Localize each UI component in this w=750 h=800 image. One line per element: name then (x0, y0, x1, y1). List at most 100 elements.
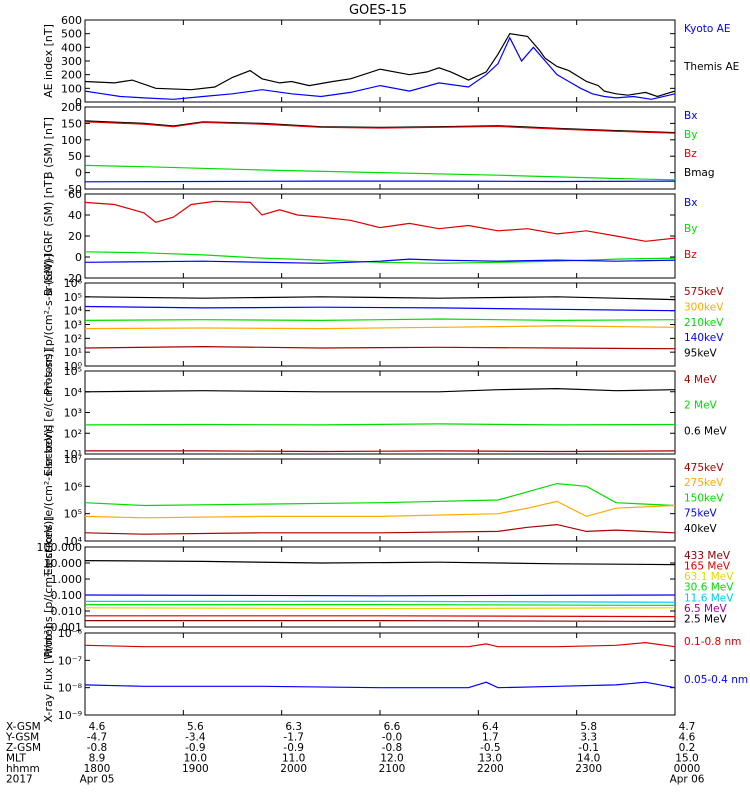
legend-entry: Bx (684, 197, 697, 209)
x-axis-value: -0.9 (283, 742, 304, 754)
x-axis-value: 4.7 (679, 721, 696, 733)
series-165-mev (85, 615, 676, 618)
legend-entry: Bz (684, 148, 697, 160)
series-150kev (84, 482, 676, 507)
y-tick-label: 10² (64, 332, 82, 345)
y-tick-label: 10⁻⁸ (58, 682, 83, 695)
x-axis-value: -0.8 (382, 742, 403, 754)
legend-entry: Bz (684, 249, 697, 261)
y-tick-label: 10⁵ (64, 508, 82, 521)
series-bx (84, 180, 676, 183)
panel-6: 10⁴ 10⁵ 10⁶ 10⁷ Electrons [e/(cm²-s-sr-keV)]… (42, 425, 724, 576)
legend-entry: 75keV (684, 508, 718, 520)
legend-entry: Bx (684, 110, 697, 122)
legend-entry: 433 MeV (684, 550, 731, 562)
y-axis-label: B (SM) [nT] (42, 117, 55, 179)
legend-entry: 0.1-0.8 nm (684, 636, 741, 648)
y-tick-label: 300 (61, 55, 82, 68)
legend-entry: 11.6 MeV (684, 592, 734, 604)
y-tick-label: 10² (64, 427, 82, 440)
series-475kev (84, 523, 676, 535)
legend-entry: 210keV (684, 317, 724, 329)
y-tick-label: 10⁷ (64, 453, 82, 466)
x-axis-value: 11.0 (282, 753, 305, 765)
y-tick-label: 10³ (64, 407, 82, 420)
y-axis-label: Electrons [e/(cm²-s-sr-keV)] (42, 425, 55, 576)
series-0-05-0-4-nm (84, 681, 676, 689)
series-140kev (84, 305, 676, 312)
x-axis-row-label: Y-GSM (5, 732, 39, 744)
x-axis-value: -4.7 (87, 732, 108, 744)
series-275kev (84, 500, 676, 519)
series-0-1-0-8-nm (84, 641, 676, 648)
x-axis-value: 0000 (674, 763, 701, 775)
panel-frame (84, 19, 676, 103)
legend-entry: 275keV (684, 477, 724, 489)
x-axis-value: -0.1 (578, 742, 599, 754)
y-tick-label: 500 (61, 28, 82, 41)
x-axis-value: 5.6 (187, 721, 204, 733)
panel-2: -50 0 50 100 150 200 B (SM) [nT] Bx By Bz Bmag (42, 101, 715, 196)
x-axis-value: 14.0 (577, 753, 600, 765)
series-themis-ae (84, 33, 676, 98)
y-tick-label: 20 (68, 230, 82, 243)
legend-entry: 300keV (684, 301, 724, 313)
y-tick-label: 100 (61, 134, 82, 147)
y-tick-label: 60 (68, 188, 82, 201)
legend-entry: 2 MeV (684, 400, 718, 412)
series-kyoto-ae (84, 36, 676, 100)
x-axis-row-label: hhmm (6, 763, 40, 775)
x-axis-value: 5.8 (580, 721, 597, 733)
y-tick-label: 10⁰ (64, 360, 83, 373)
x-axis-value: -0.5 (480, 742, 501, 754)
x-axis-value: 6.6 (384, 721, 401, 733)
y-tick-label: 10⁻⁷ (58, 654, 82, 667)
y-tick-label: 150 (61, 117, 82, 130)
series-30-6-mev (85, 603, 676, 607)
x-axis-value: 1800 (84, 763, 111, 775)
y-tick-label: 10⁶ (64, 277, 83, 290)
x-axis-value: 2300 (575, 763, 602, 775)
x-axis-value: -0.0 (382, 732, 403, 744)
y-tick-label: 200 (61, 101, 82, 114)
y-tick-label: 10⁴ (64, 386, 83, 399)
y-tick-label: 10⁴ (64, 305, 83, 318)
series-95kev (84, 296, 676, 301)
y-tick-label: 0.010 (51, 605, 83, 618)
legend-entry: Kyoto AE (684, 23, 730, 35)
legend-entry: 165 MeV (684, 561, 731, 573)
y-tick-label: 40 (68, 209, 82, 222)
panel-frame (84, 632, 676, 716)
panel-7: 0.001 0.010 0.100 1.000 10.000 100.000Protons… (37, 516, 735, 657)
panel-frame (84, 282, 676, 367)
legend-entry: Themis AE (683, 61, 739, 73)
series-300kev (84, 325, 676, 330)
y-axis-label: Electrons [e/(cm²-s-sr)] (42, 349, 55, 476)
x-axis-row-label: MLT (6, 753, 26, 765)
x-axis-value: -0.9 (185, 742, 206, 754)
series-bmag (84, 120, 676, 134)
legend-entry: 40keV (684, 523, 718, 535)
panel-frame (84, 106, 676, 190)
legend-entry: 0.6 MeV (684, 425, 728, 437)
y-tick-label: 0 (75, 167, 82, 180)
y-axis-label: AE index [nT] (42, 24, 55, 98)
y-tick-label: 0.001 (51, 621, 83, 634)
x-axis-value: 13.0 (479, 753, 502, 765)
x-axis-table: X-GSMY-GSMZ-GSMMLThhmm20174.6-4.7-0.88.9… (5, 721, 705, 786)
legend-entry: 30.6 MeV (684, 582, 734, 594)
legend-entry: 0.05-0.4 nm (684, 674, 748, 686)
panel-8: 10⁻⁹ 10⁻⁸ 10⁻⁷ 10⁻⁶X-ray Flux [W/m²] 0.1-0.8… (42, 626, 748, 723)
x-axis-value: 0.2 (679, 742, 696, 754)
series-by (84, 164, 676, 181)
series-bx (84, 258, 676, 264)
panel-frame (84, 458, 676, 542)
panel-frame (84, 193, 676, 279)
y-tick-label: 200 (61, 69, 82, 82)
y-tick-label: 100.000 (37, 541, 83, 554)
series-2-mev (84, 423, 676, 426)
x-axis-value: 3.3 (580, 732, 597, 744)
